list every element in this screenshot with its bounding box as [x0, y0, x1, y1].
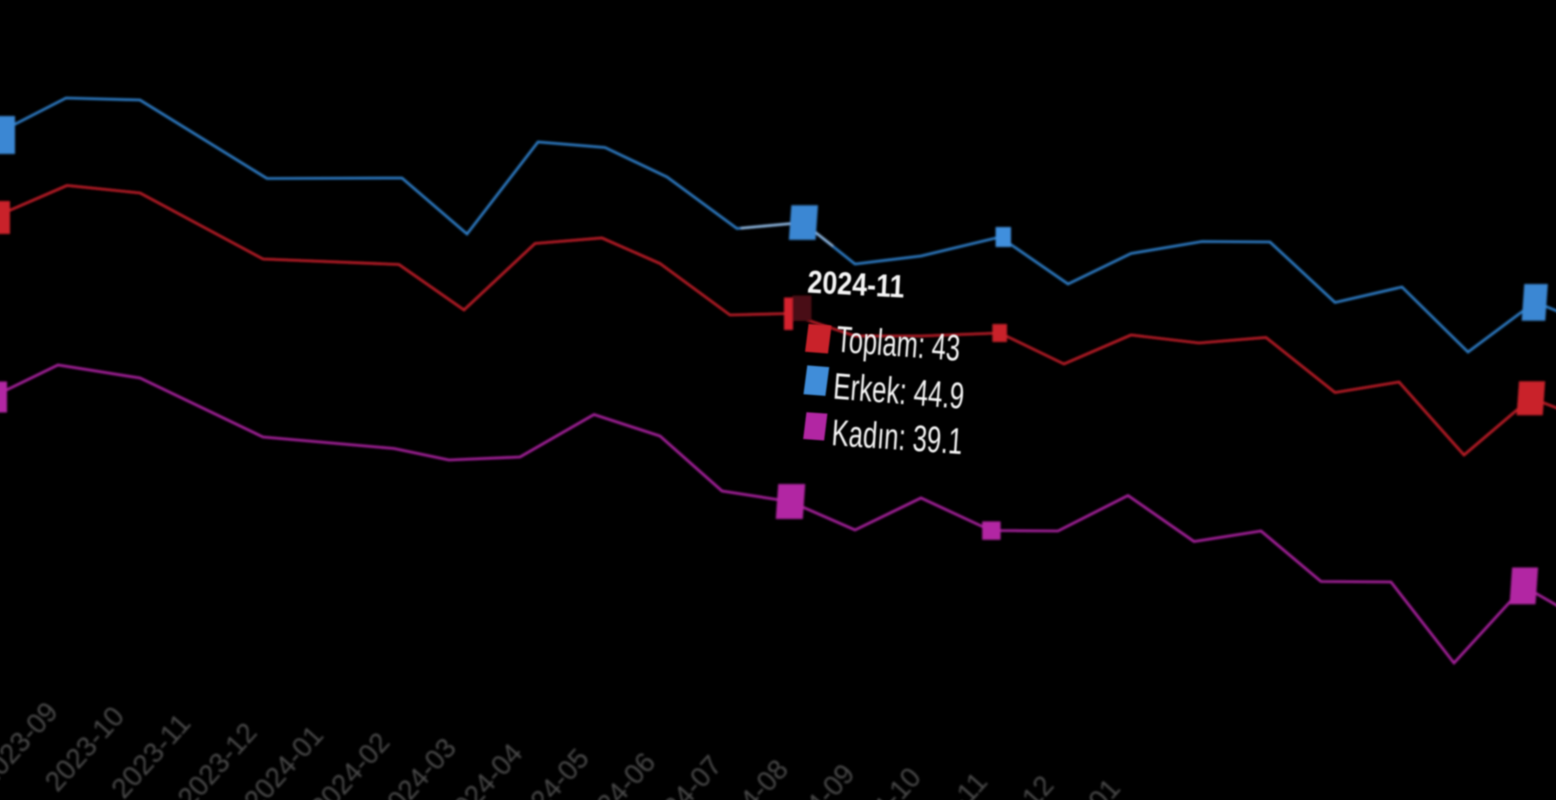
svg-text:Erkek: 44.9: Erkek: 44.9 — [832, 366, 966, 417]
svg-text:Kadın: 39.1: Kadın: 39.1 — [830, 412, 964, 462]
svg-text:2024-11: 2024-11 — [807, 264, 906, 305]
svg-text:Toplam: 43: Toplam: 43 — [835, 319, 962, 369]
